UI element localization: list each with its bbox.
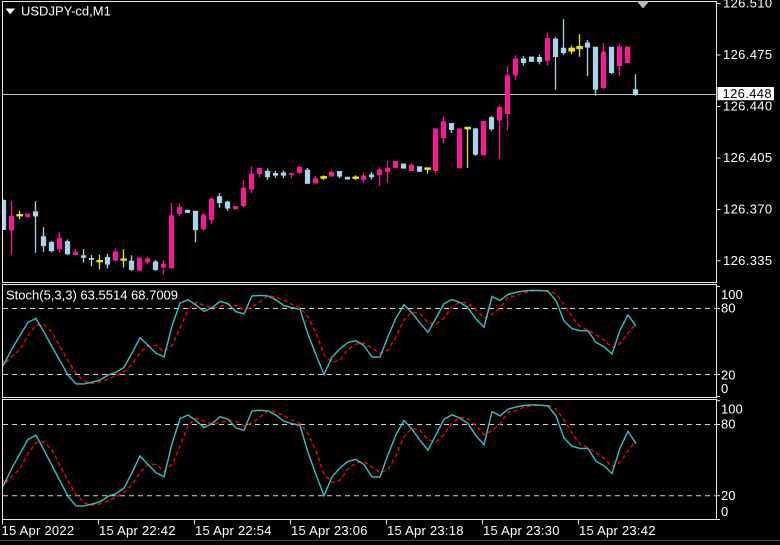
svg-text:Stoch(5,3,3) 63.5514 68.7009: Stoch(5,3,3) 63.5514 68.7009 (6, 287, 178, 302)
svg-text:15 Apr 23:30: 15 Apr 23:30 (483, 523, 560, 538)
svg-text:15 Apr 23:18: 15 Apr 23:18 (387, 523, 464, 538)
svg-text:126.440: 126.440 (723, 99, 772, 114)
svg-text:126.448: 126.448 (723, 86, 772, 101)
svg-text:80: 80 (721, 416, 735, 431)
svg-text:15 Apr 2022: 15 Apr 2022 (2, 523, 75, 538)
svg-text:15 Apr 22:54: 15 Apr 22:54 (195, 523, 272, 538)
svg-text:126.475: 126.475 (723, 47, 772, 62)
svg-text:126.370: 126.370 (723, 202, 772, 217)
svg-text:126.405: 126.405 (723, 150, 772, 165)
svg-text:100: 100 (721, 402, 743, 417)
svg-text:126.510: 126.510 (723, 0, 772, 11)
svg-text:USDJPY-cd,M1: USDJPY-cd,M1 (21, 4, 111, 19)
svg-text:15 Apr 23:42: 15 Apr 23:42 (579, 523, 656, 538)
svg-text:20: 20 (721, 368, 735, 383)
svg-text:126.335: 126.335 (723, 253, 772, 268)
svg-text:0: 0 (721, 504, 728, 519)
svg-text:100: 100 (721, 287, 743, 302)
svg-text:0: 0 (721, 381, 728, 396)
svg-text:20: 20 (721, 488, 735, 503)
svg-text:80: 80 (721, 301, 735, 316)
svg-text:15 Apr 23:06: 15 Apr 23:06 (291, 523, 368, 538)
svg-text:15 Apr 22:42: 15 Apr 22:42 (99, 523, 176, 538)
